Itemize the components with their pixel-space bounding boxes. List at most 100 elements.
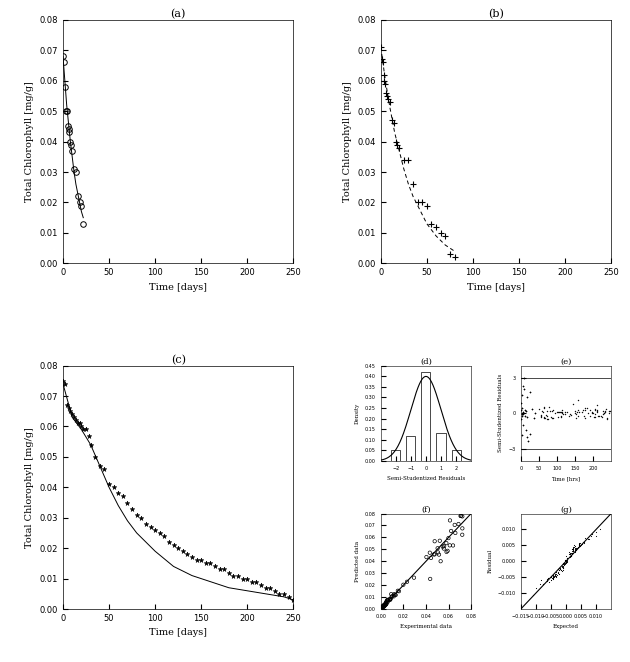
- Point: [377, 602, 387, 613]
- Point: [525, 428, 535, 439]
- Point: [378, 601, 388, 612]
- Point: [574, 540, 584, 550]
- Point: [579, 538, 589, 549]
- Point: [558, 557, 568, 568]
- Title: (e): (e): [560, 357, 571, 365]
- Point: [563, 549, 573, 560]
- Point: [517, 408, 527, 419]
- Point: [568, 545, 578, 556]
- Point: [602, 414, 612, 424]
- Point: [457, 530, 467, 540]
- Point: [581, 402, 592, 413]
- Point: [562, 552, 572, 563]
- Point: [565, 549, 575, 559]
- Point: [578, 405, 588, 416]
- Point: [598, 409, 608, 420]
- Point: [556, 565, 566, 576]
- Point: [548, 574, 558, 585]
- Point: [575, 406, 585, 417]
- Point: [543, 573, 553, 584]
- Point: [553, 564, 563, 575]
- Point: [382, 596, 392, 607]
- Point: [554, 565, 564, 576]
- Point: [389, 591, 399, 602]
- Point: [519, 373, 529, 383]
- Point: [391, 590, 401, 600]
- Point: [380, 600, 390, 611]
- Point: [564, 408, 575, 419]
- Point: [521, 406, 531, 416]
- Point: [539, 579, 549, 590]
- Point: [583, 534, 593, 545]
- Point: [539, 412, 549, 423]
- Y-axis label: Density: Density: [355, 402, 360, 424]
- Point: [542, 575, 553, 586]
- Point: [549, 571, 559, 581]
- Point: [547, 412, 558, 423]
- Point: [599, 407, 609, 418]
- Point: [568, 546, 578, 557]
- Point: [579, 536, 589, 547]
- Point: [518, 409, 529, 420]
- Point: [558, 563, 568, 574]
- Point: [591, 527, 601, 538]
- Point: [445, 515, 455, 526]
- Point: [520, 404, 530, 415]
- Point: [377, 602, 387, 613]
- Point: [568, 542, 578, 553]
- Point: [377, 602, 387, 613]
- Point: [534, 404, 544, 414]
- Point: [580, 402, 590, 413]
- Point: [377, 602, 387, 613]
- Point: [568, 544, 578, 555]
- Point: [409, 573, 419, 583]
- Point: [538, 579, 548, 589]
- Point: [597, 411, 607, 422]
- Point: [456, 510, 466, 521]
- Point: [554, 568, 564, 579]
- Point: [517, 390, 527, 401]
- Point: [536, 575, 546, 585]
- Point: [547, 573, 557, 584]
- Point: [583, 408, 593, 418]
- Point: [557, 565, 567, 576]
- Point: [571, 409, 581, 420]
- Point: [572, 542, 582, 553]
- Point: [394, 586, 404, 596]
- Point: [562, 557, 572, 567]
- Point: [565, 550, 575, 561]
- Point: [559, 559, 569, 570]
- Point: [527, 589, 537, 600]
- Point: [377, 602, 387, 613]
- Point: [521, 425, 531, 436]
- Title: (g): (g): [560, 506, 572, 514]
- Point: [590, 409, 600, 420]
- Point: [531, 583, 541, 593]
- Point: [559, 407, 570, 418]
- Point: [575, 540, 585, 551]
- Point: [566, 551, 576, 561]
- Point: [587, 531, 597, 542]
- Point: [568, 542, 578, 553]
- Y-axis label: Semi-Studentized Residuals: Semi-Studentized Residuals: [498, 374, 503, 452]
- Point: [455, 510, 466, 521]
- Point: [518, 407, 529, 418]
- Point: [441, 538, 451, 548]
- Point: [542, 576, 553, 587]
- Point: [570, 544, 580, 555]
- Point: [550, 571, 560, 581]
- Point: [445, 540, 455, 551]
- Point: [398, 579, 408, 590]
- Point: [381, 597, 391, 608]
- Point: [588, 408, 598, 418]
- Point: [554, 407, 564, 418]
- Point: [426, 553, 436, 563]
- Point: [379, 601, 389, 612]
- Point: [600, 406, 610, 417]
- Point: [377, 602, 387, 613]
- Point: [421, 551, 432, 562]
- Point: [574, 539, 584, 549]
- Point: [517, 430, 527, 440]
- Point: [425, 547, 435, 558]
- Point: [574, 539, 584, 549]
